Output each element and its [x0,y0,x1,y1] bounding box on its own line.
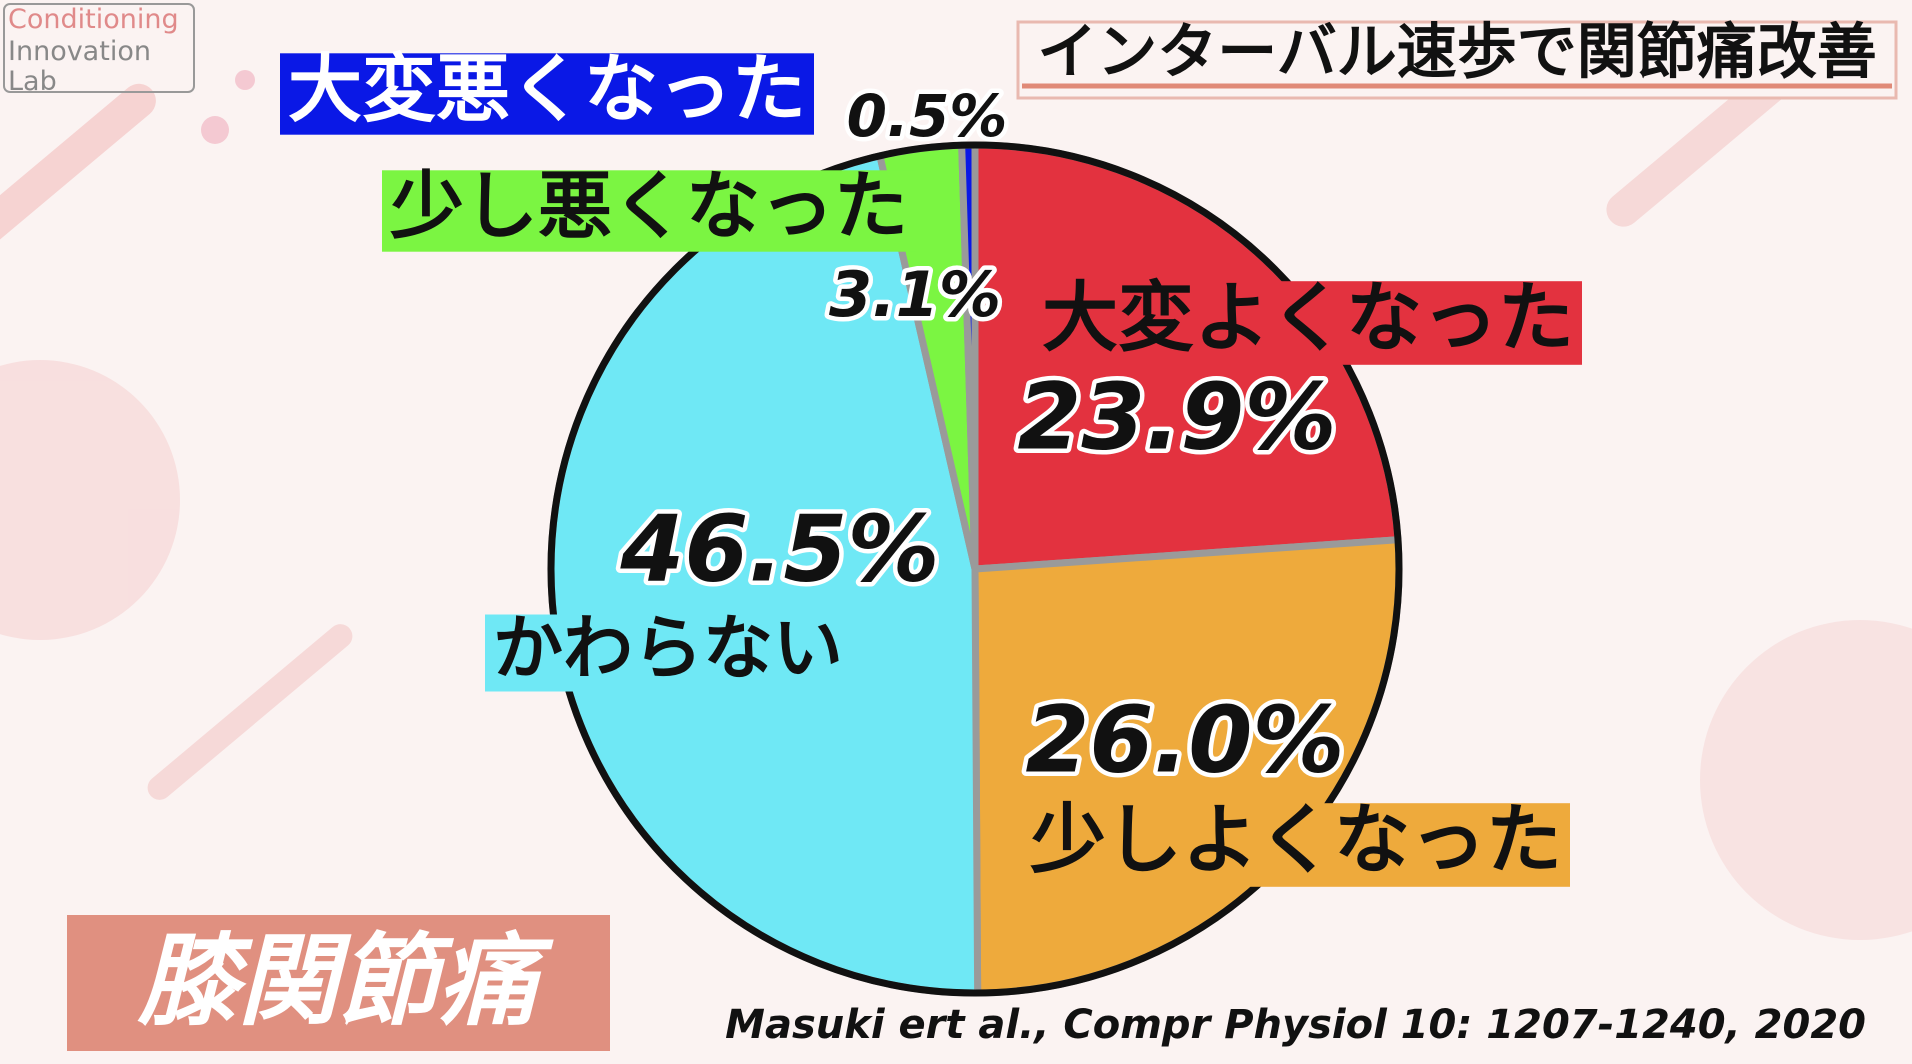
chart-title: インターバル速歩で関節痛改善 [1037,18,1876,88]
value-label: 3.1% [829,258,1001,331]
label-box [280,53,814,135]
source: Masuki ert al., Compr Physiol 10: 1207-1… [725,1002,1866,1048]
value-label: 23.9% [1017,363,1336,470]
pie-outline [547,141,1403,997]
value-label: 0.5% [847,82,1008,150]
label-box [1034,281,1582,365]
background-decor [0,47,1912,940]
category-label: 大変よくなった [1042,273,1574,362]
subtitle-box [67,915,610,1051]
label-box [485,614,851,692]
logo-text: Innovation [8,36,151,67]
category-label: 大変悪くなった [288,47,806,133]
logo: Conditioning Innovation Lab [3,3,195,97]
label-box [1022,803,1570,887]
value-label: 46.5% [619,495,939,602]
logo-text: Lab [8,66,57,97]
value-label: 26.0% [1025,686,1344,793]
category-label: 少しよくなった [1030,795,1562,884]
subtitle: 膝関節痛 [137,922,554,1039]
category-label: 少し悪くなった [390,164,908,250]
logo-text: Conditioning [8,4,179,35]
category-label: かわらない [493,607,843,689]
label-box [382,170,916,252]
